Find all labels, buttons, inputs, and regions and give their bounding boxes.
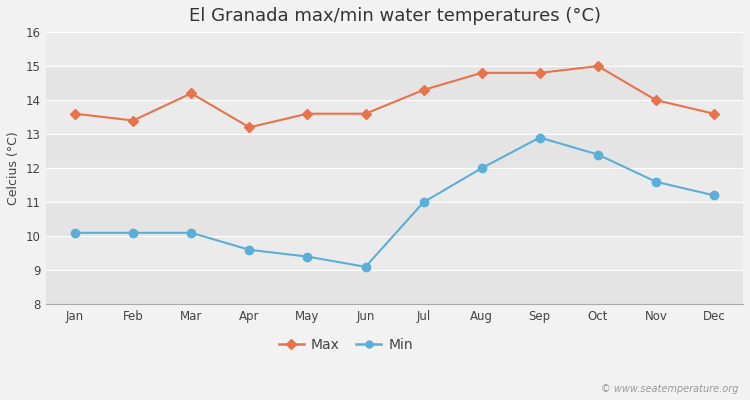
Legend: Max, Min: Max, Min: [273, 332, 419, 357]
Bar: [46, 236, 743, 270]
Bar: [46, 100, 743, 134]
Bar: [46, 66, 743, 100]
Bar: [46, 270, 743, 304]
Y-axis label: Celcius (°C): Celcius (°C): [7, 131, 20, 205]
Bar: [46, 168, 743, 202]
Title: El Granada max/min water temperatures (°C): El Granada max/min water temperatures (°…: [188, 7, 601, 25]
Text: © www.seatemperature.org: © www.seatemperature.org: [602, 384, 739, 394]
Bar: [46, 134, 743, 168]
Bar: [46, 202, 743, 236]
Bar: [46, 32, 743, 66]
